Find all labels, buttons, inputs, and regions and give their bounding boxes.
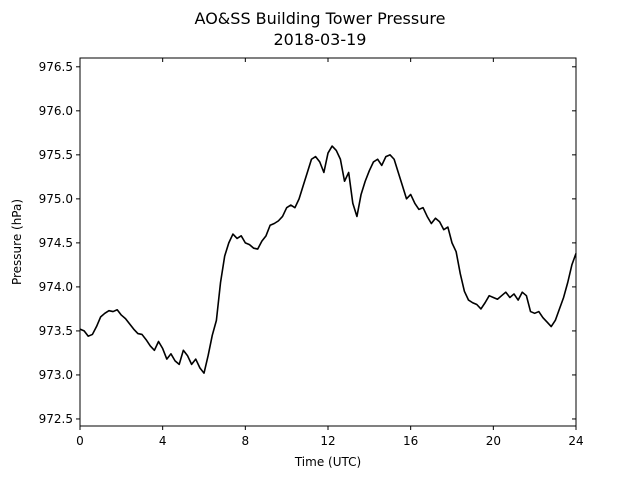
plot-area bbox=[79, 57, 577, 427]
y-tick-label: 976.0 bbox=[39, 104, 73, 118]
y-tick-label: 975.5 bbox=[39, 148, 73, 162]
plot-frame bbox=[79, 57, 577, 427]
y-axis: 972.5 973.0 973.5 974.0 974.5 975.0 975.5 976.0… bbox=[39, 60, 576, 426]
y-axis-label: Pressure (hPa) bbox=[10, 199, 24, 285]
x-tick-label: 16 bbox=[403, 434, 418, 448]
x-tick-label: 12 bbox=[320, 434, 335, 448]
x-tick-label: 4 bbox=[159, 434, 167, 448]
x-tick-label: 20 bbox=[486, 434, 501, 448]
y-tick-label: 972.5 bbox=[39, 412, 73, 426]
y-tick-label: 975.0 bbox=[39, 192, 73, 206]
chart-subtitle: 2018-03-19 bbox=[274, 30, 367, 49]
x-tick-label: 24 bbox=[568, 434, 583, 448]
y-tick-label: 974.5 bbox=[39, 236, 73, 250]
x-tick-label: 0 bbox=[76, 434, 84, 448]
y-tick-label: 973.5 bbox=[39, 324, 73, 338]
x-axis-label: Time (UTC) bbox=[294, 455, 361, 469]
x-axis: 0 4 8 12 16 20 24 bbox=[76, 58, 584, 448]
y-tick-label: 973.0 bbox=[39, 368, 73, 382]
y-tick-label: 976.5 bbox=[39, 60, 73, 74]
x-tick-label: 8 bbox=[242, 434, 250, 448]
y-tick-label: 974.0 bbox=[39, 280, 73, 294]
pressure-series-line bbox=[79, 145, 577, 374]
chart-title: AO&SS Building Tower Pressure bbox=[195, 9, 446, 28]
